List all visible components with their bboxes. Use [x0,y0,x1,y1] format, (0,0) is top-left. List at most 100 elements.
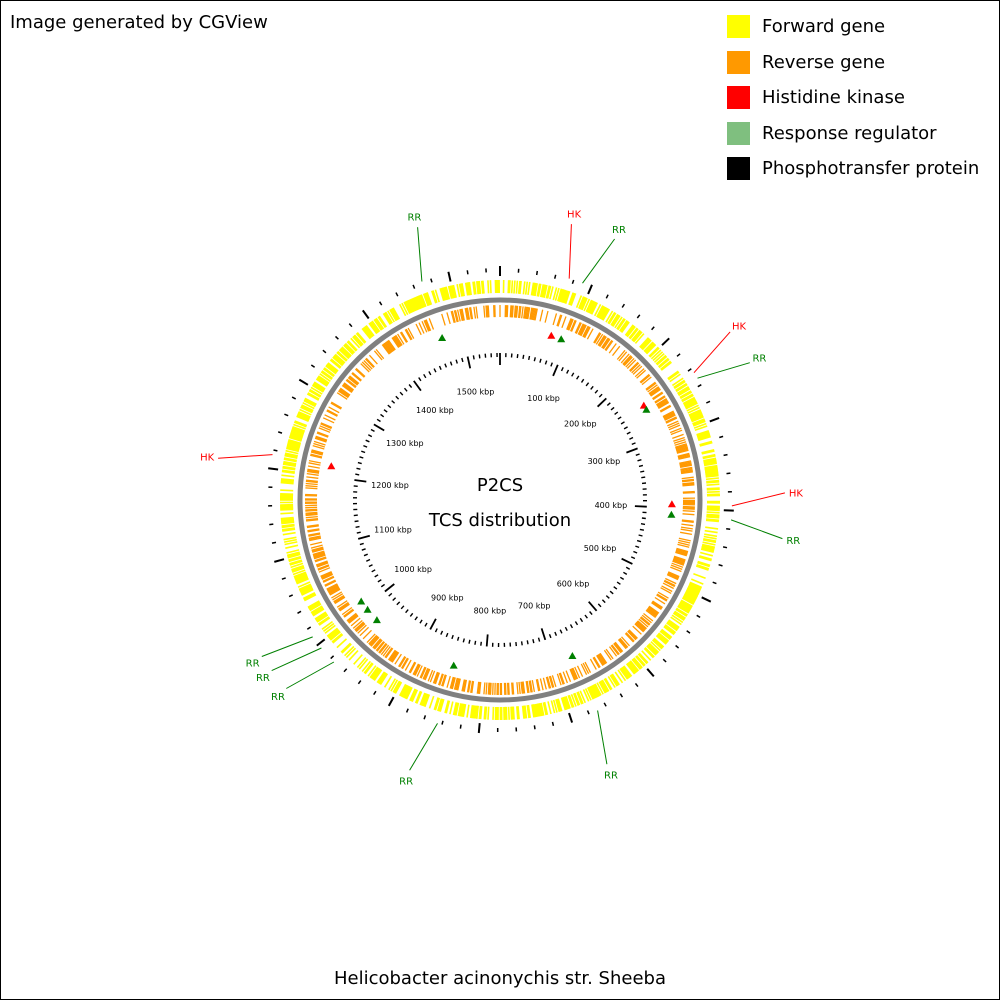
forward-gene [316,377,329,386]
reverse-gene [384,647,393,658]
forward-gene [382,312,391,325]
forward-gene [393,681,402,694]
ruler-tick [614,411,619,415]
reverse-gene [305,480,318,484]
forward-gene [701,450,715,455]
reverse-gene [667,420,679,427]
reverse-gene [649,386,660,395]
reverse-gene [657,591,669,599]
forward-gene [337,350,348,361]
forward-gene [670,616,682,626]
ruler-tick [635,545,640,549]
forward-gene [704,468,719,472]
forward-gene [592,684,600,697]
forward-gene [348,650,359,661]
forward-gene [679,601,692,610]
reverse-gene [306,476,319,479]
reverse-gene [637,620,648,630]
forward-gene [705,519,719,523]
forward-gene [686,589,699,597]
outer-tick [726,472,731,475]
forward-gene [683,594,696,602]
reverse-gene [622,354,632,365]
forward-gene [706,488,720,491]
outer-tick [696,614,701,619]
reverse-gene [305,506,318,509]
forward-gene [672,612,685,621]
forward-gene [316,614,329,623]
ruler-tick [574,621,579,626]
forward-gene [690,413,703,421]
forward-gene [619,668,629,680]
legend-swatch-histidine-kinase [727,86,750,110]
reverse-gene [305,517,319,521]
reverse-gene [635,621,646,631]
reverse-gene [459,309,463,322]
reverse-gene [682,507,695,510]
forward-gene [289,435,303,441]
forward-gene [638,652,649,664]
ruler-tick [588,601,598,612]
outer-tick [477,723,481,734]
ruler-tick [387,404,392,409]
forward-gene [453,702,459,716]
forward-gene [308,601,321,610]
reverse-gene [527,307,531,320]
reverse-gene [354,621,365,631]
reverse-gene [531,307,535,320]
forward-gene [625,663,636,675]
forward-gene [609,674,618,687]
outer-tick [466,270,469,275]
reverse-gene [682,513,695,516]
ruler-tick [413,380,422,392]
reverse-gene [559,672,565,685]
forward-gene [302,591,316,600]
reverse-gene [400,657,409,669]
forward-gene [653,637,665,648]
ruler-tick [361,548,366,551]
forward-gene [452,284,457,298]
reverse-gene [603,649,612,661]
outer-tick [605,294,609,299]
reverse-gene [675,550,688,556]
reverse-gene [667,422,680,429]
reverse-gene [338,602,350,611]
reverse-gene [360,363,370,373]
reverse-gene [613,643,622,654]
forward-gene [554,287,560,301]
reverse-gene [645,609,656,619]
ruler-tick [610,406,615,411]
forward-gene [404,686,412,699]
rr-marker [438,334,447,341]
ruler-tick [623,426,628,430]
forward-gene [563,290,570,304]
reverse-gene [668,424,681,431]
forward-gene [332,633,344,644]
reverse-gene [363,360,373,370]
reverse-gene [676,449,689,454]
legend-label-response-regulator: Response regulator [762,122,937,144]
forward-gene [702,539,717,544]
forward-gene [283,538,297,543]
reverse-gene [682,491,695,494]
reverse-gene [316,432,329,438]
forward-gene [627,661,638,673]
reverse-gene [404,329,412,341]
forward-gene [532,704,536,718]
forward-gene [700,548,714,553]
ruler-tick [391,400,396,404]
forward-gene [684,400,697,408]
forward-gene [466,282,470,296]
reverse-gene [390,651,399,663]
forward-gene [283,460,297,465]
forward-gene [517,706,520,720]
reverse-gene [611,644,620,655]
forward-gene [291,429,304,436]
ruler-tick [474,640,477,645]
forward-gene [321,370,333,380]
forward-gene [478,706,482,720]
forward-gene [300,587,314,595]
forward-gene [373,669,383,681]
reverse-gene [324,580,337,587]
reverse-gene [420,667,427,679]
